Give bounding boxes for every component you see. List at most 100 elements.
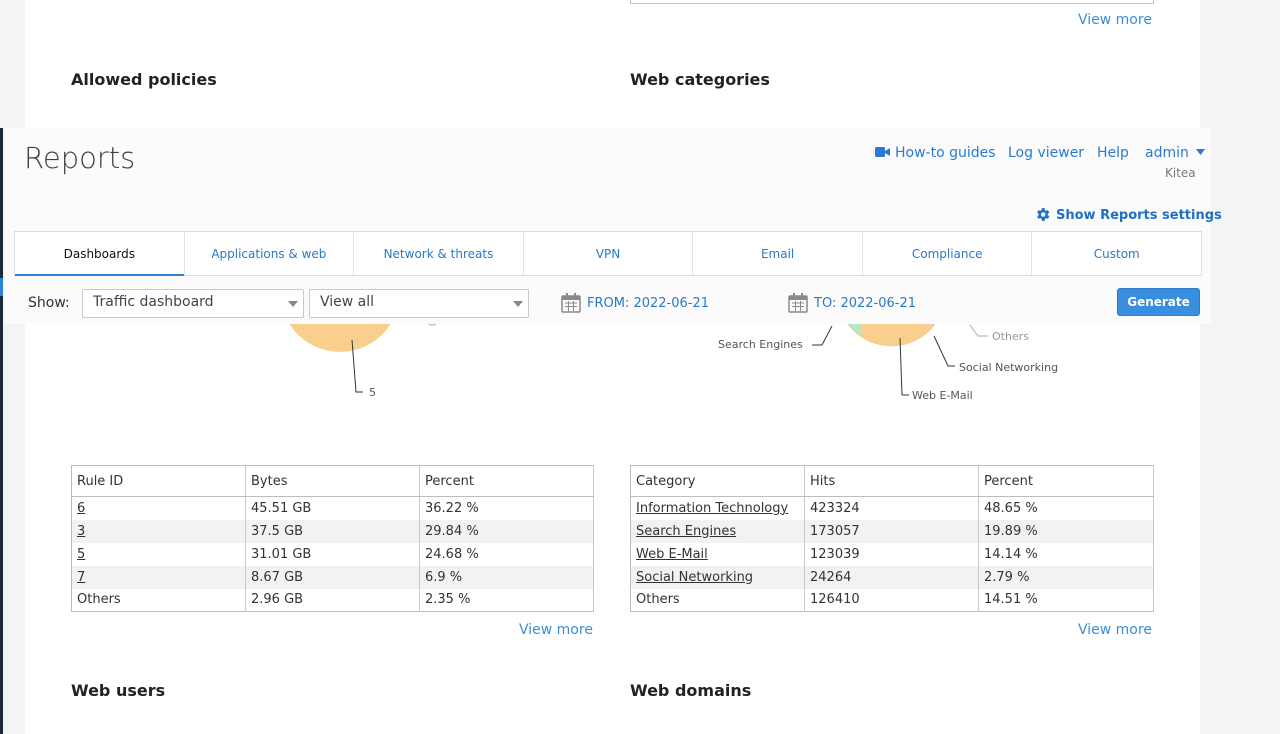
to-date-picker[interactable]: TO: 2022-06-21 xyxy=(788,293,916,313)
web-domains-title: Web domains xyxy=(630,681,752,700)
policies-view-more-link[interactable]: View more xyxy=(519,622,593,638)
help-link[interactable]: Help xyxy=(1097,145,1129,161)
table-row: Others 2.96 GB 2.35 % xyxy=(71,588,594,612)
table-row: 6 45.51 GB 36.22 % xyxy=(71,496,594,520)
report-tabs: Dashboards Applications & web Network & … xyxy=(14,231,1202,276)
hits-cell: 24264 xyxy=(804,565,979,589)
tab-custom[interactable]: Custom xyxy=(1093,246,1140,261)
calendar-icon xyxy=(788,293,808,313)
hits-cell: 126410 xyxy=(804,588,979,612)
percent-cell: 6.9 % xyxy=(419,565,594,589)
top-view-more-link[interactable]: View more xyxy=(1078,12,1152,28)
category-cell: Search Engines xyxy=(630,519,805,543)
rule-id-cell: 3 xyxy=(71,519,246,543)
tab-compliance[interactable]: Compliance xyxy=(863,232,1033,275)
caret-down-icon xyxy=(1196,149,1206,155)
column-header-percent: Percent xyxy=(978,465,1154,497)
column-header-category: Category xyxy=(630,465,805,497)
category-link[interactable]: Social Networking xyxy=(636,569,754,585)
rule-id-link[interactable]: 5 xyxy=(77,546,86,562)
table-row: 3 37.5 GB 29.84 % xyxy=(71,519,594,543)
dashboard-select-value: Traffic dashboard xyxy=(93,294,214,310)
web-email-leader-line xyxy=(899,337,909,396)
rule-id-link[interactable]: 6 xyxy=(77,500,86,516)
rule-id-link[interactable]: 7 xyxy=(77,569,86,585)
rule-id-cell: Others xyxy=(71,588,246,612)
percent-cell: 2.35 % xyxy=(419,588,594,612)
bytes-cell: 37.5 GB xyxy=(245,519,420,543)
allowed-policies-title: Allowed policies xyxy=(71,70,217,89)
calendar-icon xyxy=(561,293,581,313)
search-engines-leader-line xyxy=(812,325,833,346)
previous-table-edge xyxy=(630,0,1154,4)
web-email-pie-label: Web E-Mail xyxy=(912,389,973,402)
policies-table: Rule ID Bytes Percent 6 45.51 GB 36.22 %… xyxy=(71,465,594,612)
appliance-name: Kitea xyxy=(1165,166,1196,180)
search-engines-pie-label: Search Engines xyxy=(718,338,803,351)
category-link[interactable]: Web E-Mail xyxy=(636,546,708,562)
bytes-cell: 45.51 GB xyxy=(245,496,420,520)
policies-pie-leader-line xyxy=(351,339,363,393)
gear-icon xyxy=(1037,208,1050,221)
column-header-rule-id: Rule ID xyxy=(71,465,246,497)
generate-button[interactable]: Generate xyxy=(1117,288,1200,316)
category-cell: Information Technology xyxy=(630,496,805,520)
category-cell: Web E-Mail xyxy=(630,542,805,566)
table-row: Social Networking 24264 2.79 % xyxy=(630,565,1154,589)
left-nav-rail xyxy=(0,128,3,734)
hits-cell: 123039 xyxy=(804,542,979,566)
from-date-label: FROM: 2022-06-21 xyxy=(587,295,710,311)
web-users-title: Web users xyxy=(71,681,166,700)
percent-cell: 14.14 % xyxy=(978,542,1154,566)
admin-menu[interactable]: admin xyxy=(1145,145,1206,161)
category-link[interactable]: Information Technology xyxy=(636,500,789,516)
column-header-percent: Percent xyxy=(419,465,594,497)
page-title: Reports xyxy=(24,141,136,175)
left-nav-active-indicator xyxy=(0,278,3,296)
policies-pie-label: 5 xyxy=(369,386,376,399)
percent-cell: 24.68 % xyxy=(419,542,594,566)
social-networking-pie-label: Social Networking xyxy=(959,361,1058,374)
web-categories-title: Web categories xyxy=(630,70,770,89)
category-cell: Social Networking xyxy=(630,565,805,589)
column-header-bytes: Bytes xyxy=(245,465,420,497)
table-row: Others 126410 14.51 % xyxy=(630,588,1154,612)
tab-network-threats[interactable]: Network & threats xyxy=(354,232,524,275)
categories-view-more-link[interactable]: View more xyxy=(1078,622,1152,638)
percent-cell: 14.51 % xyxy=(978,588,1154,612)
log-viewer-link[interactable]: Log viewer xyxy=(1008,145,1085,161)
others-leader-line xyxy=(969,324,988,337)
show-reports-settings-label: Show Reports settings xyxy=(1056,208,1222,223)
chevron-down-icon xyxy=(288,301,298,307)
tab-email[interactable]: Email xyxy=(693,232,863,275)
dashboard-select[interactable]: Traffic dashboard xyxy=(82,289,304,318)
category-cell: Others xyxy=(630,588,805,612)
from-date-picker[interactable]: FROM: 2022-06-21 xyxy=(561,293,709,313)
table-header-row: Rule ID Bytes Percent xyxy=(71,465,594,497)
bytes-cell: 8.67 GB xyxy=(245,565,420,589)
show-label: Show: xyxy=(28,295,70,311)
tab-dashboards[interactable]: Dashboards xyxy=(15,232,185,276)
table-row: 7 8.67 GB 6.9 % xyxy=(71,565,594,589)
percent-cell: 29.84 % xyxy=(419,519,594,543)
chevron-down-icon xyxy=(513,301,523,307)
view-select-value: View all xyxy=(320,294,375,310)
tab-vpn[interactable]: VPN xyxy=(524,232,694,275)
bytes-cell: 2.96 GB xyxy=(245,588,420,612)
bytes-cell: 31.01 GB xyxy=(245,542,420,566)
how-to-guides-link[interactable]: How-to guides xyxy=(875,145,996,161)
to-date-label: TO: 2022-06-21 xyxy=(814,295,917,311)
tab-applications-web[interactable]: Applications & web xyxy=(185,232,355,275)
rule-id-link[interactable]: 3 xyxy=(77,523,86,539)
social-networking-leader-line xyxy=(933,335,955,367)
column-header-hits: Hits xyxy=(804,465,979,497)
others-pie-label: Others xyxy=(992,330,1029,343)
view-select[interactable]: View all xyxy=(309,289,529,318)
category-link[interactable]: Search Engines xyxy=(636,523,737,539)
table-header-row: Category Hits Percent xyxy=(630,465,1154,497)
rule-id-cell: 5 xyxy=(71,542,246,566)
video-camera-icon xyxy=(875,147,890,157)
table-row: Information Technology 423324 48.65 % xyxy=(630,496,1154,520)
percent-cell: 36.22 % xyxy=(419,496,594,520)
show-reports-settings-link[interactable]: Show Reports settings xyxy=(1034,206,1222,223)
